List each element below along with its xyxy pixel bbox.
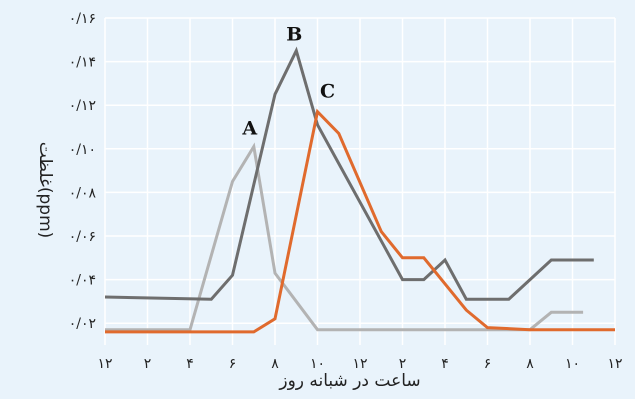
y-tick-label: ۰/۰۶ [69, 229, 96, 245]
x-tick-label: ۱۲ [97, 356, 112, 372]
y-tick-label: ۰/۰۸ [69, 185, 97, 201]
series-line-c [105, 108, 615, 334]
y-tick-labels: ۰/۰۲ ۰/۰۴ ۰/۰۶ ۰/۰۸ ۰/۱۰ ۰/۱۲ ۰/۱۴ ۰/۱۶ [69, 11, 97, 332]
x-tick-label: ۸ [271, 356, 279, 372]
series-label-b: B [286, 24, 302, 46]
x-tick-label: ۲ [144, 356, 152, 372]
series-lines [104, 46, 615, 334]
y-tick-label: ۰/۰۴ [69, 273, 96, 289]
x-tick-label: ۴ [441, 356, 449, 372]
x-tick-label: ۱۲ [352, 356, 367, 372]
y-tick-label: ۰/۱۲ [69, 98, 96, 114]
x-tick-label: ۶ [484, 356, 492, 372]
series-label-a: A [241, 118, 257, 140]
x-tick-labels: ۱۲ ۲ ۴ ۶ ۸ ۱۰ ۱۲ ۲ ۴ ۶ ۸ ۱۰ ۱۲ [97, 356, 622, 372]
series-labels: A B C [241, 24, 335, 140]
series-label-c: C [320, 81, 335, 103]
series-line-a [105, 142, 584, 332]
x-tick-label: ۸ [526, 356, 534, 372]
grid [104, 17, 616, 345]
y-tick-label: ۰/۱۰ [69, 142, 96, 158]
x-tick-label: ۱۰ [565, 356, 580, 372]
x-tick-label: ۱۰ [310, 356, 325, 372]
y-axis-label: غلظت(ppm) [35, 142, 55, 239]
y-tick-label: ۰/۱۶ [69, 11, 96, 27]
x-tick-label: ۱۲ [607, 356, 622, 372]
x-tick-label: ۶ [229, 356, 237, 372]
x-tick-label: ۴ [186, 356, 194, 372]
y-tick-label: ۰/۰۲ [69, 316, 96, 332]
series-line-b [104, 46, 594, 301]
x-axis-label: ساعت در شبانه روز [278, 371, 420, 391]
y-tick-label: ۰/۱۴ [69, 55, 96, 71]
x-tick-label: ۲ [399, 356, 407, 372]
